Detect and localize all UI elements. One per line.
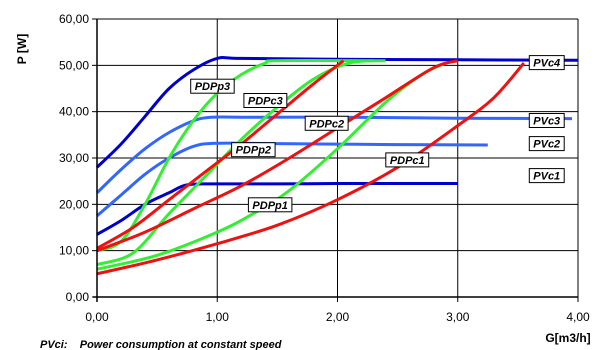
series-label-text: PDPc3 bbox=[248, 96, 283, 108]
series-label-pvc3: PVc3 bbox=[528, 113, 565, 128]
series-label-text: PVc1 bbox=[533, 171, 560, 183]
x-tick-label: 0,00 bbox=[85, 310, 109, 324]
series-label-box bbox=[385, 152, 430, 168]
series-line-pvc4 bbox=[95, 56, 579, 169]
y-tick-label: 0,00 bbox=[66, 290, 90, 304]
series-label-pdpp2: PDPp2 bbox=[231, 142, 276, 158]
series-label-box bbox=[528, 168, 565, 184]
series-label-pdpc2: PDPc2 bbox=[304, 115, 349, 131]
series-label-box bbox=[231, 142, 276, 158]
series-label-box bbox=[304, 115, 349, 131]
series-label-box bbox=[243, 93, 288, 108]
series-label-text: PDPp3 bbox=[195, 81, 230, 93]
series-label-text: PDPp1 bbox=[252, 200, 287, 212]
series-label-text: PDPp2 bbox=[236, 145, 271, 157]
y-tick-label: 50,00 bbox=[59, 58, 89, 72]
x-tick-label: 4,00 bbox=[566, 310, 590, 324]
series-label-pdpp3: PDPp3 bbox=[190, 78, 235, 94]
y-tick-label: 40,00 bbox=[59, 105, 89, 119]
series-label-text: PVc3 bbox=[533, 115, 560, 127]
series-label-pvc2: PVc2 bbox=[528, 136, 565, 152]
series-label-box bbox=[528, 136, 565, 152]
series-label-box bbox=[528, 55, 565, 71]
series-label-box bbox=[190, 78, 235, 94]
series-label-text: PDPc2 bbox=[309, 118, 344, 130]
chart-series bbox=[95, 56, 579, 276]
chart-caption: PVci: Power consumption at constant spee… bbox=[40, 339, 282, 350]
series-label-box bbox=[528, 113, 565, 128]
series-line-pdpc2 bbox=[96, 59, 459, 253]
series-label-pdpc1: PDPc1 bbox=[385, 152, 430, 168]
y-tick-label: 20,00 bbox=[59, 197, 89, 211]
series-label-pdpp1: PDPp1 bbox=[247, 197, 293, 213]
series-label-text: PVc4 bbox=[533, 58, 560, 70]
y-tick-label: 60,00 bbox=[59, 12, 89, 26]
y-tick-label: 30,00 bbox=[59, 151, 89, 165]
series-line-pdpp3 bbox=[96, 59, 374, 253]
series-line-pvc2 bbox=[96, 141, 488, 218]
y-tick-label: 10,00 bbox=[59, 244, 89, 258]
y-axis-label: P [W] bbox=[15, 34, 29, 64]
series-label-pdpc3: PDPc3 bbox=[243, 93, 288, 108]
series-label-box bbox=[247, 197, 293, 213]
series-line-pvc3 bbox=[95, 115, 573, 194]
chart-ticks: 0,00 10,00 20,00 30,00 40,00 50,00 60,00 0,00 1,… bbox=[59, 12, 590, 324]
series-line-pdpc1 bbox=[96, 62, 526, 276]
chart-annotations: PVc4 PVc3 PVc2 PVc1 PDPp3 PDPc3 PDPc2 PDPp2 PDPc… bbox=[190, 55, 565, 213]
x-tick-label: 2,00 bbox=[326, 310, 350, 324]
chart-axes bbox=[93, 19, 578, 302]
x-tick-label: 3,00 bbox=[446, 310, 470, 324]
series-label-text: PVc2 bbox=[533, 139, 560, 151]
series-line-pdpp2 bbox=[96, 59, 386, 267]
x-tick-label: 1,00 bbox=[206, 310, 230, 324]
series-label-text: PDPc1 bbox=[390, 155, 425, 167]
series-label-pvc1: PVc1 bbox=[528, 168, 565, 184]
series-label-pvc4: PVc4 bbox=[528, 55, 565, 71]
series-line-pdpc3 bbox=[96, 59, 345, 250]
x-axis-label: G[m3/h] bbox=[545, 331, 590, 345]
